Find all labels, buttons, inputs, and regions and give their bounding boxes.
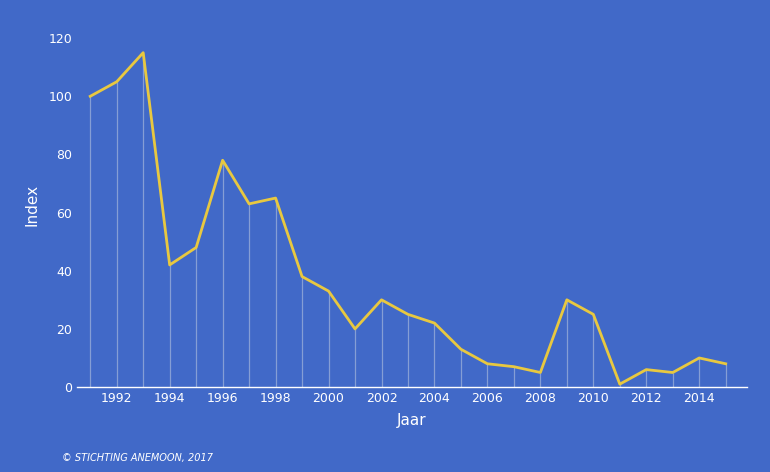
Text: © STICHTING ANEMOON, 2017: © STICHTING ANEMOON, 2017 bbox=[62, 453, 213, 463]
Y-axis label: Index: Index bbox=[25, 184, 40, 227]
X-axis label: Jaar: Jaar bbox=[397, 413, 427, 428]
